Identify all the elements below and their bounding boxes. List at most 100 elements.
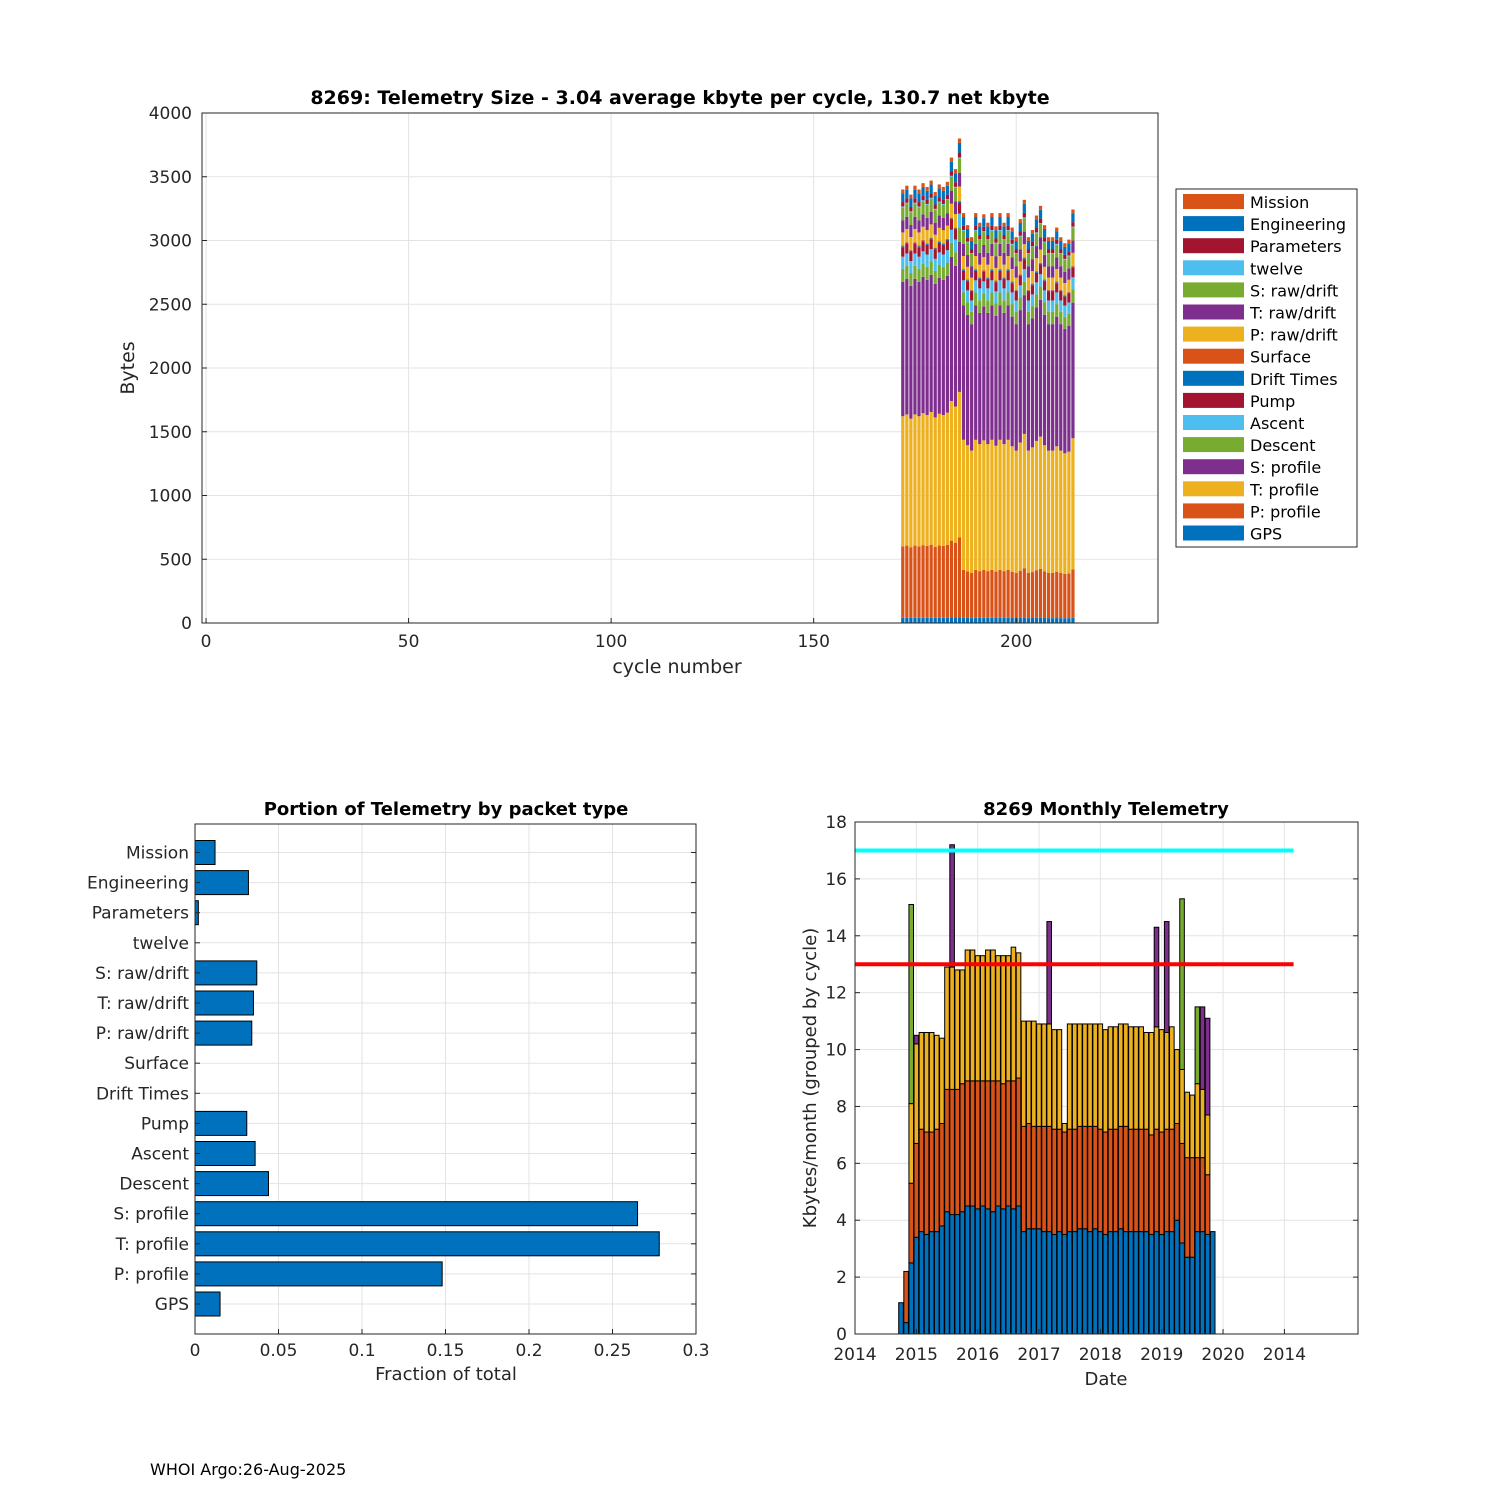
top-bar-segment [1047,618,1051,623]
br-bar-segment [949,844,955,968]
top-bar-segment [986,288,990,301]
top-bar-segment [909,194,913,199]
top-bar-segment [1022,199,1026,204]
top-bar-segment [1055,227,1059,232]
top-bar-segment [929,544,933,618]
top-bar-segment [1002,278,1006,280]
top-bar-segment [982,570,986,618]
legend-swatch [1183,415,1244,430]
br-bar-segment [1046,1125,1052,1233]
top-bar-segment [921,214,925,227]
top-bar-segment [1034,617,1039,623]
br-bar-segment [903,1270,909,1324]
bl-grid [194,824,697,1334]
top-bar-segment [1067,256,1071,269]
top-bar-segment [994,571,998,618]
top-bar-segment [998,213,1002,218]
top-bar-segment [1071,213,1075,223]
top-bar-segment [957,537,962,618]
br-x-tick-label: 2014 [1263,1345,1306,1365]
top-bar-segment [982,231,986,233]
top-bar-segment [965,571,970,618]
top-bar-segment [933,258,937,271]
br-bar-segment [1061,1131,1068,1235]
top-bar-segment [1051,253,1055,267]
top-bar-segment [901,546,905,618]
top-bar-segment [1022,244,1026,258]
top-bar-segment [929,274,933,412]
br-bar-segment [1071,1023,1078,1130]
top-x-tick-label: 0 [201,632,212,652]
top-bar-segment [1067,618,1071,623]
top-bar-segment [978,279,982,289]
br-bar-segment [1015,1077,1022,1207]
top-bar-segment [933,283,937,418]
top-bar-segment [1026,266,1030,278]
top-bar-segment [1002,252,1006,265]
br-bar-segment [1005,1080,1012,1207]
top-bar-segment [925,617,929,623]
br-bar-segment [1087,1125,1093,1233]
bl-category-label: S: raw/drift [95,964,189,984]
top-bar-segment [933,417,937,547]
top-bar-segment [1018,274,1022,276]
top-bar-segment [978,277,982,279]
top-bar-segment [961,213,966,218]
legend-label: GPS [1250,525,1282,544]
bl-category-label: P: profile [114,1265,189,1285]
br-bar-segment [939,1225,945,1335]
br-bar-segment [964,1080,971,1207]
top-bar-segment [1026,311,1030,325]
top-bar-segment [1002,226,1006,236]
br-bar-segment [995,1080,1001,1207]
top-bar-segment [1047,237,1051,241]
br-bar-segment [1179,898,1185,1070]
legend-label: S: profile [1250,458,1321,477]
br-bar-segment [1025,1123,1032,1230]
top-bar-segment [986,279,990,289]
top-bar-segment [998,225,1002,231]
top-y-tick-label: 4000 [149,104,192,124]
br-bar-segment [1138,1128,1144,1233]
br-bar-segment [923,1233,930,1335]
top-bar-segment [929,184,933,194]
top-y-label: Bytes [117,341,139,394]
top-bar-segment [917,268,921,282]
top-bar-segment [957,202,962,214]
top-bar-segment [1006,217,1010,226]
top-bar-segment [949,219,954,230]
top-bar-segment [965,314,970,446]
br-bar-segment [969,949,976,1082]
br-bar-segment [1051,1029,1058,1130]
top-bar-segment [957,241,962,392]
top-bar-segment [901,232,905,246]
top-bar-segment [1014,249,1018,254]
top-bar-segment [949,229,954,243]
top-bar-segment [1006,269,1010,271]
br-y-tick-label: 18 [825,813,847,833]
br-bar-segment [1056,1128,1063,1233]
top-bar-segment [1002,239,1006,241]
top-bar-segment [937,201,941,203]
br-bar-segment [918,1128,925,1233]
top-bar-segment [1038,223,1043,238]
top-bar-segment [1026,237,1030,241]
br-bar-segment [1194,1083,1201,1159]
top-bar-segment [913,242,917,243]
br-chart-title: 8269 Monthly Telemetry [983,799,1229,820]
top-bar-segment [978,239,982,241]
top-bar-segment [1018,285,1022,298]
top-bar-segment [994,226,998,231]
top-bar-segment [905,202,909,204]
br-bar-segment [913,1043,920,1144]
top-bar-segment [1047,450,1051,573]
top-bar-segment [925,186,929,191]
top-bar-segment [970,300,974,312]
legend-swatch [1183,481,1244,497]
top-bar-segment [933,249,937,259]
top-bar-segment [1034,228,1039,233]
br-bar-segment [1204,1114,1211,1176]
top-bar-segment [965,617,970,623]
top-bar-segment [1006,280,1010,293]
top-bar-segment [965,280,970,282]
